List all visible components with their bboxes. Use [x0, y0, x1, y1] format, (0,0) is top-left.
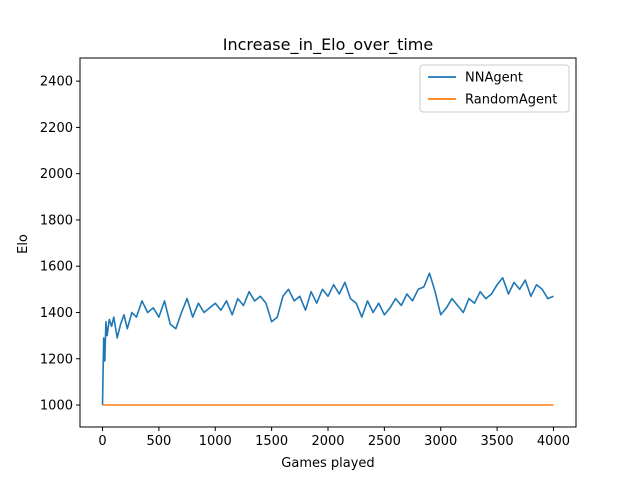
- x-tick-label: 1500: [255, 434, 288, 449]
- x-tick-label: 500: [146, 434, 171, 449]
- x-tick-label: 0: [98, 434, 106, 449]
- x-tick-label: 3500: [481, 434, 514, 449]
- x-tick-label: 1000: [199, 434, 232, 449]
- y-tick-label: 1600: [40, 260, 73, 275]
- x-tick-label: 2500: [368, 434, 401, 449]
- plot-frame: [79, 57, 577, 428]
- x-axis: 0 500 1000 1500 2000 2500 3000 3500 4000: [98, 427, 570, 449]
- x-tick-label: 3000: [424, 434, 457, 449]
- legend-label: RandomAgent: [465, 93, 557, 108]
- legend-box: [419, 64, 570, 113]
- y-tick-label: 1200: [40, 352, 73, 367]
- x-tick-label: 2000: [311, 434, 344, 449]
- y-tick-label: 2000: [40, 167, 73, 182]
- x-tick-label: 4000: [537, 434, 570, 449]
- y-tick-label: 1800: [40, 213, 73, 228]
- series-line-nnagent: [101, 272, 554, 406]
- legend: NNAgent RandomAgent: [419, 64, 570, 113]
- y-tick-label: 2200: [40, 121, 73, 136]
- x-axis-label: Games played: [281, 456, 374, 471]
- y-tick-label: 1400: [40, 306, 73, 321]
- legend-label: NNAgent: [465, 71, 523, 86]
- chart-title: Increase_in_Elo_over_time: [223, 35, 433, 55]
- plot-area: [101, 272, 554, 406]
- y-axis-label: Elo: [16, 234, 31, 254]
- y-tick-label: 2400: [40, 75, 73, 90]
- y-tick-label: 1000: [40, 399, 73, 414]
- y-axis: 1000 1200 1400 1600 1800 2000 2200 2400: [40, 75, 80, 414]
